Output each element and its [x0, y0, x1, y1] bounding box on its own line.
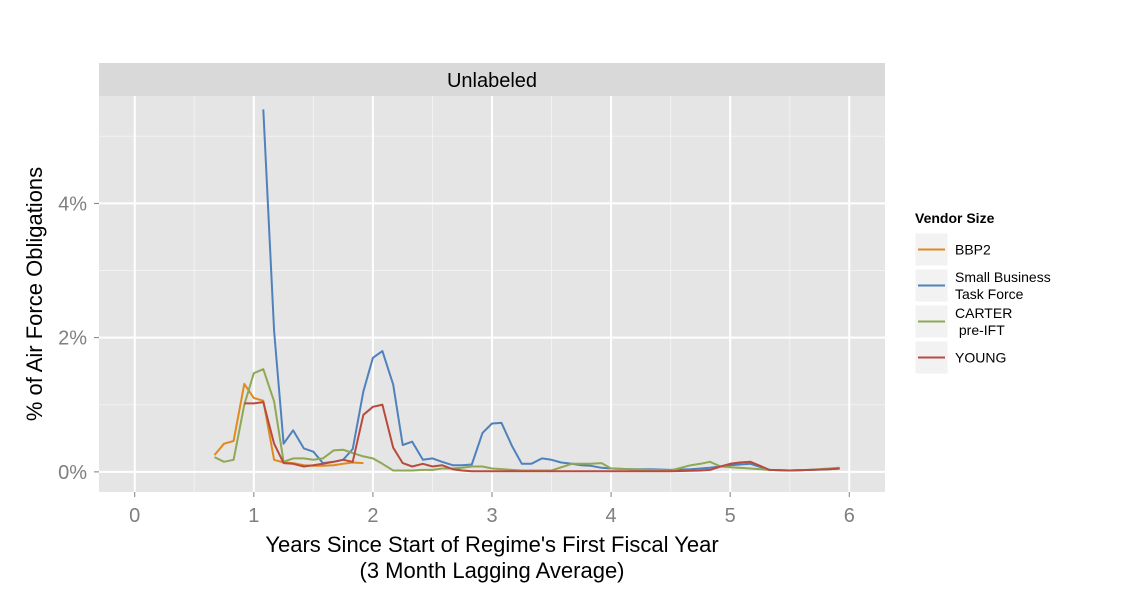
legend-item: CARTER pre-IFT [914, 304, 1012, 339]
x-axis-subtitle: (3 Month Lagging Average) [360, 558, 625, 583]
legend-item: BBP2 [914, 232, 991, 267]
legend-label: Small Business [955, 269, 1051, 285]
y-tick-label: 0% [58, 462, 87, 484]
x-tick-label: 5 [725, 505, 736, 527]
x-tick-label: 2 [367, 505, 378, 527]
facet-label: Unlabeled [447, 70, 537, 92]
x-tick-label: 6 [844, 505, 855, 527]
facet-strip [99, 63, 885, 96]
x-axis: 0 1 2 3 4 5 6 [129, 492, 855, 527]
y-tick-label: 2% [58, 328, 87, 350]
legend-label: YOUNG [955, 350, 1006, 366]
y-axis-title: % of Air Force Obligations [22, 167, 47, 421]
y-tick-label: 4% [58, 193, 87, 215]
series-line [244, 401, 840, 473]
legend-label: BBP2 [955, 242, 991, 258]
y-axis: 0% 2% 4% [58, 193, 99, 484]
legend-label: CARTER [955, 305, 1012, 321]
x-tick-label: 0 [129, 505, 140, 527]
x-tick-label: 1 [248, 505, 259, 527]
legend-item: YOUNG [914, 340, 1006, 375]
legend-label: pre-IFT [955, 322, 1005, 338]
legend-title: Vendor Size [915, 210, 995, 226]
legend-label: Task Force [955, 286, 1024, 302]
major-gridlines [99, 96, 885, 492]
series-lines [213, 109, 840, 473]
x-tick-label: 4 [606, 505, 617, 527]
x-axis-title: Years Since Start of Regime's First Fisc… [265, 532, 718, 557]
x-tick-label: 3 [486, 505, 497, 527]
series-line [214, 368, 840, 472]
